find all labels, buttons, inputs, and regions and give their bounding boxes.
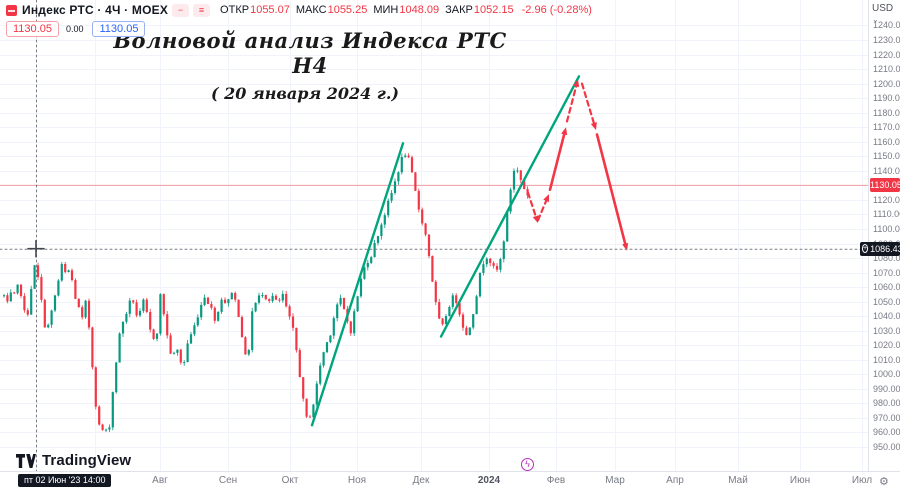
price-tick-label: 1180.00: [873, 107, 900, 118]
price-tick-label: 1070.00: [873, 267, 900, 278]
time-axis[interactable]: пт 02 Июн '23 14:00 Июл Авг Сен Окт Ноя Дек 20…: [0, 471, 900, 488]
time-tick-label: Май: [728, 475, 748, 486]
ohlc-value: 1048.09: [399, 4, 440, 16]
tradingview-logo[interactable]: TradingView: [16, 452, 131, 469]
ohlc-label: МИН: [373, 4, 399, 16]
price-tick-label: 1120.00: [873, 194, 900, 205]
price-tick-label: 1160.00: [873, 136, 900, 147]
ohlc-label: ОТКР: [220, 4, 250, 16]
event-lightning-icon[interactable]: ϟ: [521, 458, 534, 471]
price-tick-label: 990.00: [873, 383, 900, 394]
legend-collapse-button[interactable]: −: [172, 3, 190, 17]
price-tick-label: 1220.00: [873, 49, 900, 60]
ohlc-values: ОТКР1055.07 МАКС1055.25 МИН1048.09 ЗАКР1052…: [220, 4, 520, 16]
price-tick-label: 980.00: [873, 398, 900, 409]
time-tick-label: Дек: [412, 475, 430, 486]
time-tick-label: Сен: [218, 475, 238, 486]
analysis-title-annotation: Волновой анализ Индекса РТС Н4: [113, 28, 507, 78]
symbol-legend: Индекс РТС · 4Ч · MOEX − ≡ ОТКР1055.07 МА…: [6, 3, 592, 37]
symbol-logo-icon: [6, 4, 17, 16]
price-tick-label: 950.00: [873, 442, 900, 453]
ohlc-value: 1052.15: [473, 4, 514, 16]
tradingview-logo-icon: [16, 453, 36, 468]
price-tick-label: 1170.00: [873, 122, 900, 133]
symbol-title[interactable]: Индекс РТС · 4Ч · MOEX: [22, 3, 169, 17]
price-tick-label: 1060.00: [873, 282, 900, 293]
price-tick-label: 1030.00: [873, 325, 900, 336]
crosshair-price-label: + 1086.43: [860, 241, 900, 256]
price-tick-label: 1200.00: [873, 78, 900, 89]
time-tick-label: Ноя: [347, 475, 367, 486]
price-tick-label: 1050.00: [873, 296, 900, 307]
legend-settings-button[interactable]: ≡: [193, 3, 211, 17]
price-tick-label: 1010.00: [873, 354, 900, 365]
price-tick-label: 970.00: [873, 412, 900, 423]
tradingview-logo-text: TradingView: [42, 452, 132, 469]
buy-price-button[interactable]: 1130.05: [92, 20, 146, 37]
crosshair-time-tooltip: пт 02 Июн '23 14:00: [18, 474, 112, 487]
price-tick-label: 1240.00: [873, 20, 900, 31]
gear-icon[interactable]: ⚙: [879, 476, 889, 488]
price-tick-label: 1000.00: [873, 369, 900, 380]
time-tick-label: Июл: [851, 475, 873, 486]
time-tick-label: Июн: [789, 475, 811, 486]
currency-label: USD: [872, 3, 894, 14]
price-tick-label: 1150.00: [873, 151, 900, 162]
crosshair-price-value: 1086.43: [870, 243, 900, 254]
plus-circle-icon: +: [862, 244, 869, 254]
current-price-label: 1130.05: [870, 178, 900, 193]
time-tick-label: Окт: [281, 475, 299, 486]
ohlc-label: МАКС: [295, 4, 327, 16]
price-tick-label: 1190.00: [873, 93, 900, 104]
price-tick-label: 1100.00: [873, 223, 900, 234]
sell-price-button[interactable]: 1130.05: [6, 20, 59, 37]
candlestick-chart-pane[interactable]: [0, 0, 868, 471]
time-tick-label: 2024: [477, 475, 501, 486]
analysis-date-annotation: ( 20 января 2024 г.): [211, 84, 399, 103]
time-tick-label: Авг: [152, 475, 168, 486]
price-tick-label: 1210.00: [873, 64, 900, 75]
price-tick-label: 1140.00: [873, 165, 900, 176]
price-change: -2.96 (-0.28%): [521, 4, 592, 16]
spread-value: 0.00: [65, 23, 84, 34]
ohlc-value: 1055.25: [327, 4, 368, 16]
currency-selector[interactable]: USD ⌄: [872, 3, 900, 25]
price-tick-label: 1080.00: [873, 253, 900, 264]
chevron-down-icon: ⌄: [872, 15, 879, 24]
price-tick-label: 1110.00: [873, 209, 900, 220]
price-scale[interactable]: USD ⌄ 1130.05 + 1086.43 1240.00 1230.00 12…: [860, 0, 900, 471]
price-tick-label: 1040.00: [873, 311, 900, 322]
price-tick-label: 1020.00: [873, 340, 900, 351]
ohlc-label: ЗАКР: [445, 4, 473, 16]
time-tick-label: Мар: [605, 475, 625, 486]
time-tick-label: Фев: [546, 475, 566, 486]
time-tick-label: Апр: [666, 475, 684, 486]
price-tick-label: 1230.00: [873, 35, 900, 45]
price-tick-label: 960.00: [873, 427, 900, 438]
ohlc-value: 1055.07: [250, 4, 290, 16]
